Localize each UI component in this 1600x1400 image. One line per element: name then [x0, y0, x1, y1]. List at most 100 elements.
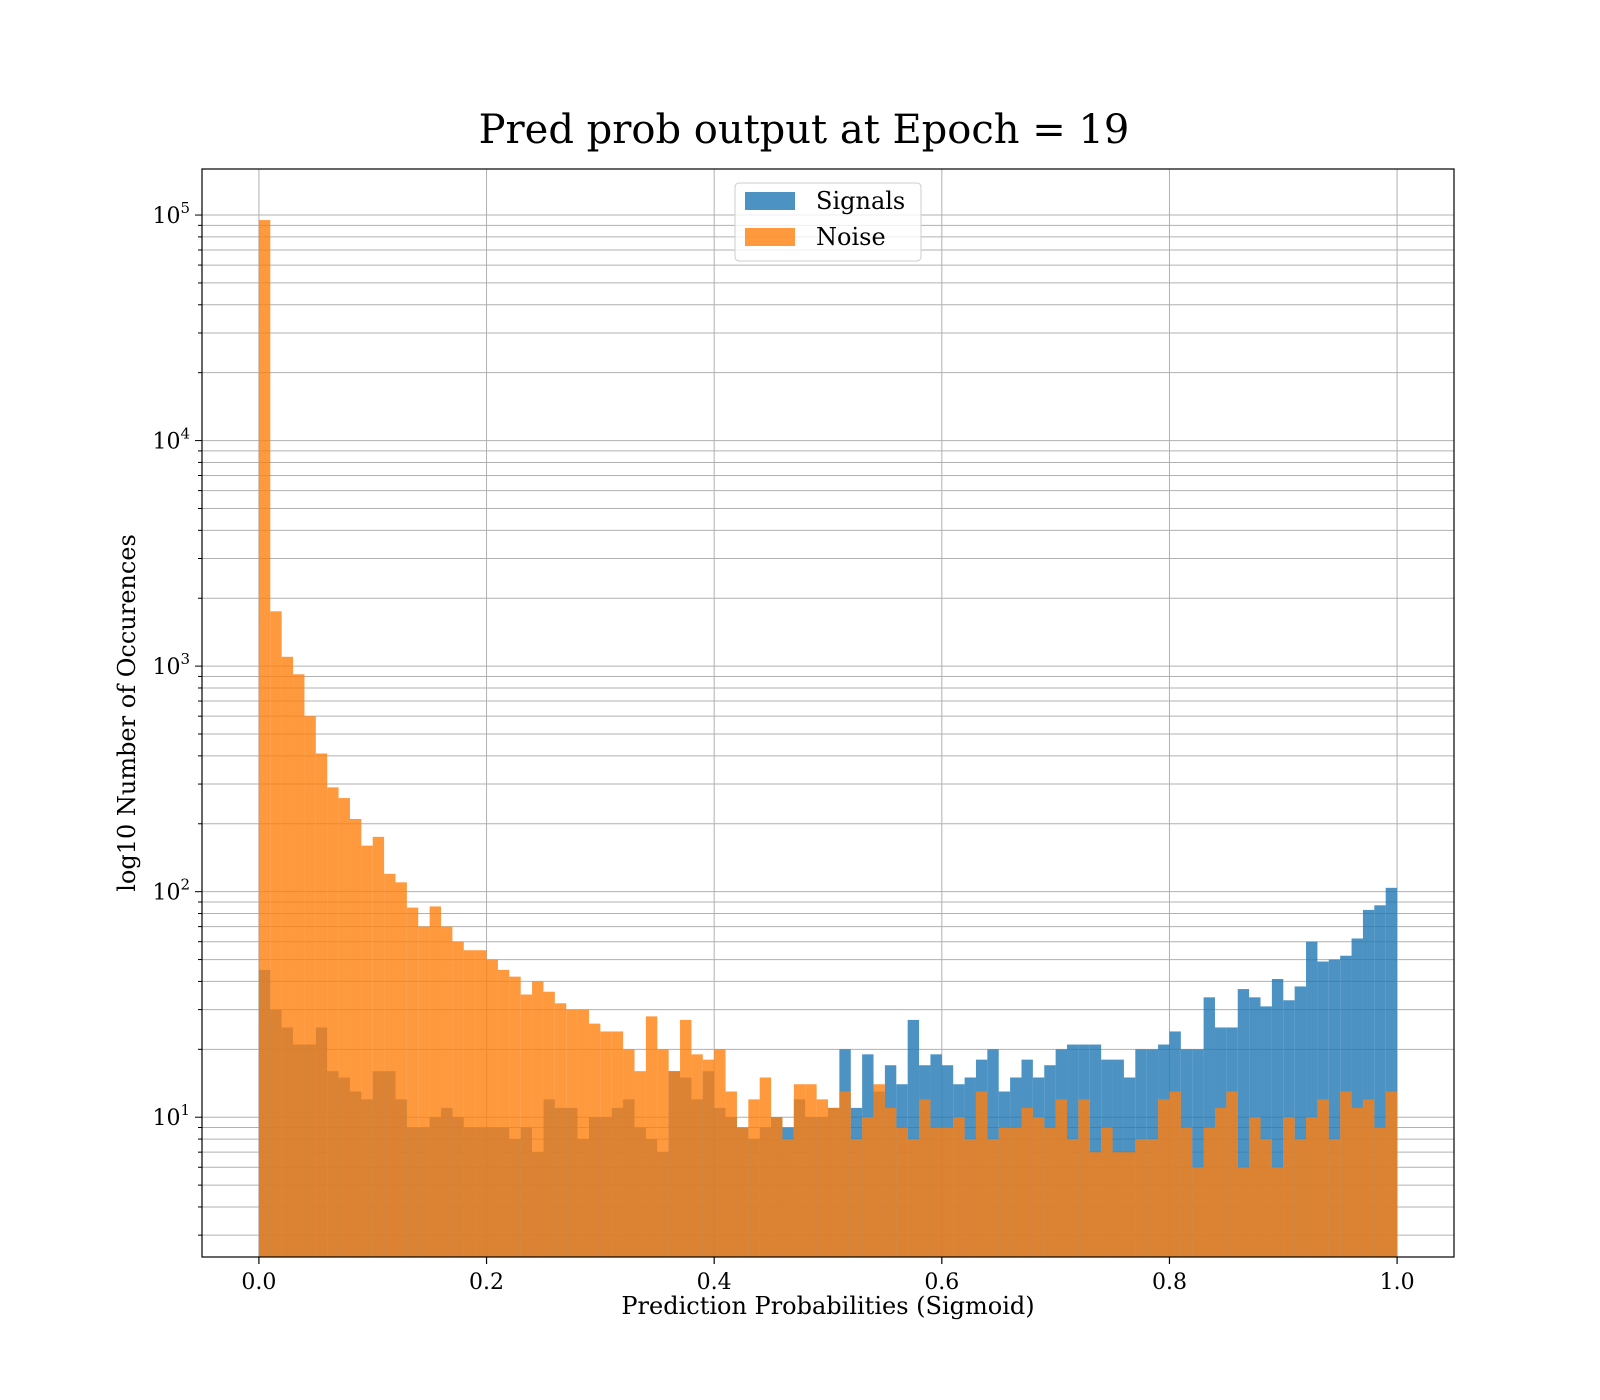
- noise-bar: [577, 1009, 589, 1257]
- legend-label-signals: Signals: [816, 187, 905, 215]
- x-axis-label: Prediction Probabilities (Sigmoid): [621, 1292, 1034, 1320]
- noise-bar: [1214, 1107, 1227, 1257]
- noise-bar: [497, 969, 510, 1257]
- noise-bar: [736, 1127, 749, 1257]
- signals-bar: [1351, 938, 1363, 1257]
- x-tick-label: 0.6: [924, 1270, 959, 1295]
- noise-bar: [327, 787, 339, 1257]
- noise-bar: [771, 1117, 783, 1257]
- signals-bar: [1328, 959, 1341, 1257]
- noise-bar: [1374, 1127, 1386, 1257]
- noise-bar: [793, 1084, 806, 1257]
- noise-bar: [680, 1019, 692, 1257]
- noise-bar: [1249, 1117, 1261, 1257]
- noise-bar: [520, 994, 533, 1257]
- noise-bar: [896, 1127, 908, 1257]
- noise-bar: [850, 1139, 863, 1257]
- noise-bar: [714, 1049, 726, 1257]
- noise-bar: [406, 907, 419, 1257]
- noise-bar: [1158, 1099, 1170, 1257]
- noise-bar: [1328, 1139, 1341, 1257]
- noise-bar: [600, 1031, 612, 1257]
- legend-swatch-noise: [745, 228, 795, 246]
- noise-bar: [1385, 1091, 1398, 1257]
- legend-swatch-signals: [745, 192, 795, 210]
- noise-bar: [623, 1049, 635, 1257]
- signals-bar: [1089, 1044, 1102, 1257]
- noise-bar: [998, 1127, 1011, 1257]
- noise-bar: [270, 611, 282, 1257]
- noise-bar: [1123, 1152, 1136, 1257]
- noise-bar: [634, 1071, 646, 1257]
- noise-bar: [1237, 1167, 1250, 1257]
- signals-bar: [1260, 1006, 1272, 1257]
- histogram-bars: [258, 220, 1398, 1258]
- noise-bar: [828, 1107, 840, 1257]
- noise-bar: [384, 873, 396, 1257]
- noise-bar: [1146, 1139, 1159, 1257]
- plot-frame: [201, 168, 1455, 1258]
- noise-bar: [1294, 1139, 1307, 1257]
- x-tick-label: 0.0: [241, 1270, 276, 1295]
- noise-bar: [1055, 1099, 1068, 1257]
- noise-bar: [338, 798, 350, 1257]
- noise-bar: [315, 753, 328, 1257]
- noise-bar: [258, 220, 271, 1258]
- noise-bar: [418, 926, 430, 1257]
- noise-bar: [281, 656, 294, 1257]
- noise-bar: [1260, 1139, 1272, 1257]
- noise-bar: [486, 959, 498, 1257]
- y-tick-label: 104: [152, 425, 190, 455]
- noise-bar: [1010, 1127, 1022, 1257]
- noise-bar: [1271, 1167, 1284, 1257]
- noise-bar: [975, 1091, 988, 1257]
- noise-bar: [543, 991, 555, 1257]
- noise-bar: [884, 1107, 897, 1257]
- noise-bar: [1317, 1099, 1329, 1257]
- noise-bar: [657, 1049, 669, 1257]
- noise-bar: [816, 1099, 828, 1257]
- noise-bar: [782, 1139, 794, 1257]
- signals-bar: [1362, 909, 1375, 1257]
- noise-bar: [429, 906, 442, 1257]
- noise-bar: [349, 818, 362, 1257]
- chart-title: Pred prob output at Epoch = 19: [479, 107, 1130, 153]
- noise-bar: [1112, 1152, 1124, 1257]
- noise-bar: [1306, 1117, 1318, 1257]
- noise-bar: [919, 1099, 931, 1257]
- noise-bar: [532, 981, 544, 1257]
- noise-bar: [702, 1059, 715, 1257]
- noise-bar: [907, 1139, 920, 1257]
- signals-bar: [907, 1019, 920, 1257]
- noise-bar: [1362, 1099, 1375, 1257]
- x-tick-label: 0.2: [469, 1270, 504, 1295]
- noise-bar: [452, 941, 464, 1257]
- y-axis-label: log10 Number of Occurences: [113, 534, 141, 892]
- noise-bar: [293, 674, 305, 1257]
- noise-bar: [509, 976, 521, 1257]
- noise-bar: [1340, 1091, 1352, 1257]
- noise-bar: [1192, 1167, 1204, 1257]
- noise-bar: [588, 1023, 601, 1257]
- noise-bar: [304, 716, 316, 1257]
- noise-bar: [475, 950, 487, 1257]
- signals-bar: [1203, 997, 1215, 1257]
- noise-bar: [1078, 1099, 1090, 1257]
- signals-bar: [1294, 986, 1307, 1257]
- signals-bar: [1237, 989, 1250, 1257]
- noise-bar: [441, 926, 453, 1257]
- noise-bar: [1226, 1091, 1238, 1257]
- noise-bar: [361, 845, 373, 1257]
- legend-label-noise: Noise: [816, 223, 886, 251]
- noise-bar: [1351, 1107, 1363, 1257]
- noise-bar: [1032, 1117, 1045, 1257]
- noise-bar: [691, 1054, 703, 1257]
- noise-bar: [748, 1099, 760, 1257]
- signals-bar: [1192, 1049, 1204, 1257]
- noise-bar: [1101, 1127, 1113, 1257]
- signals-bar: [1271, 979, 1284, 1257]
- y-tick-label: 103: [152, 650, 190, 680]
- noise-bar: [372, 836, 385, 1257]
- signals-bar: [1385, 887, 1398, 1257]
